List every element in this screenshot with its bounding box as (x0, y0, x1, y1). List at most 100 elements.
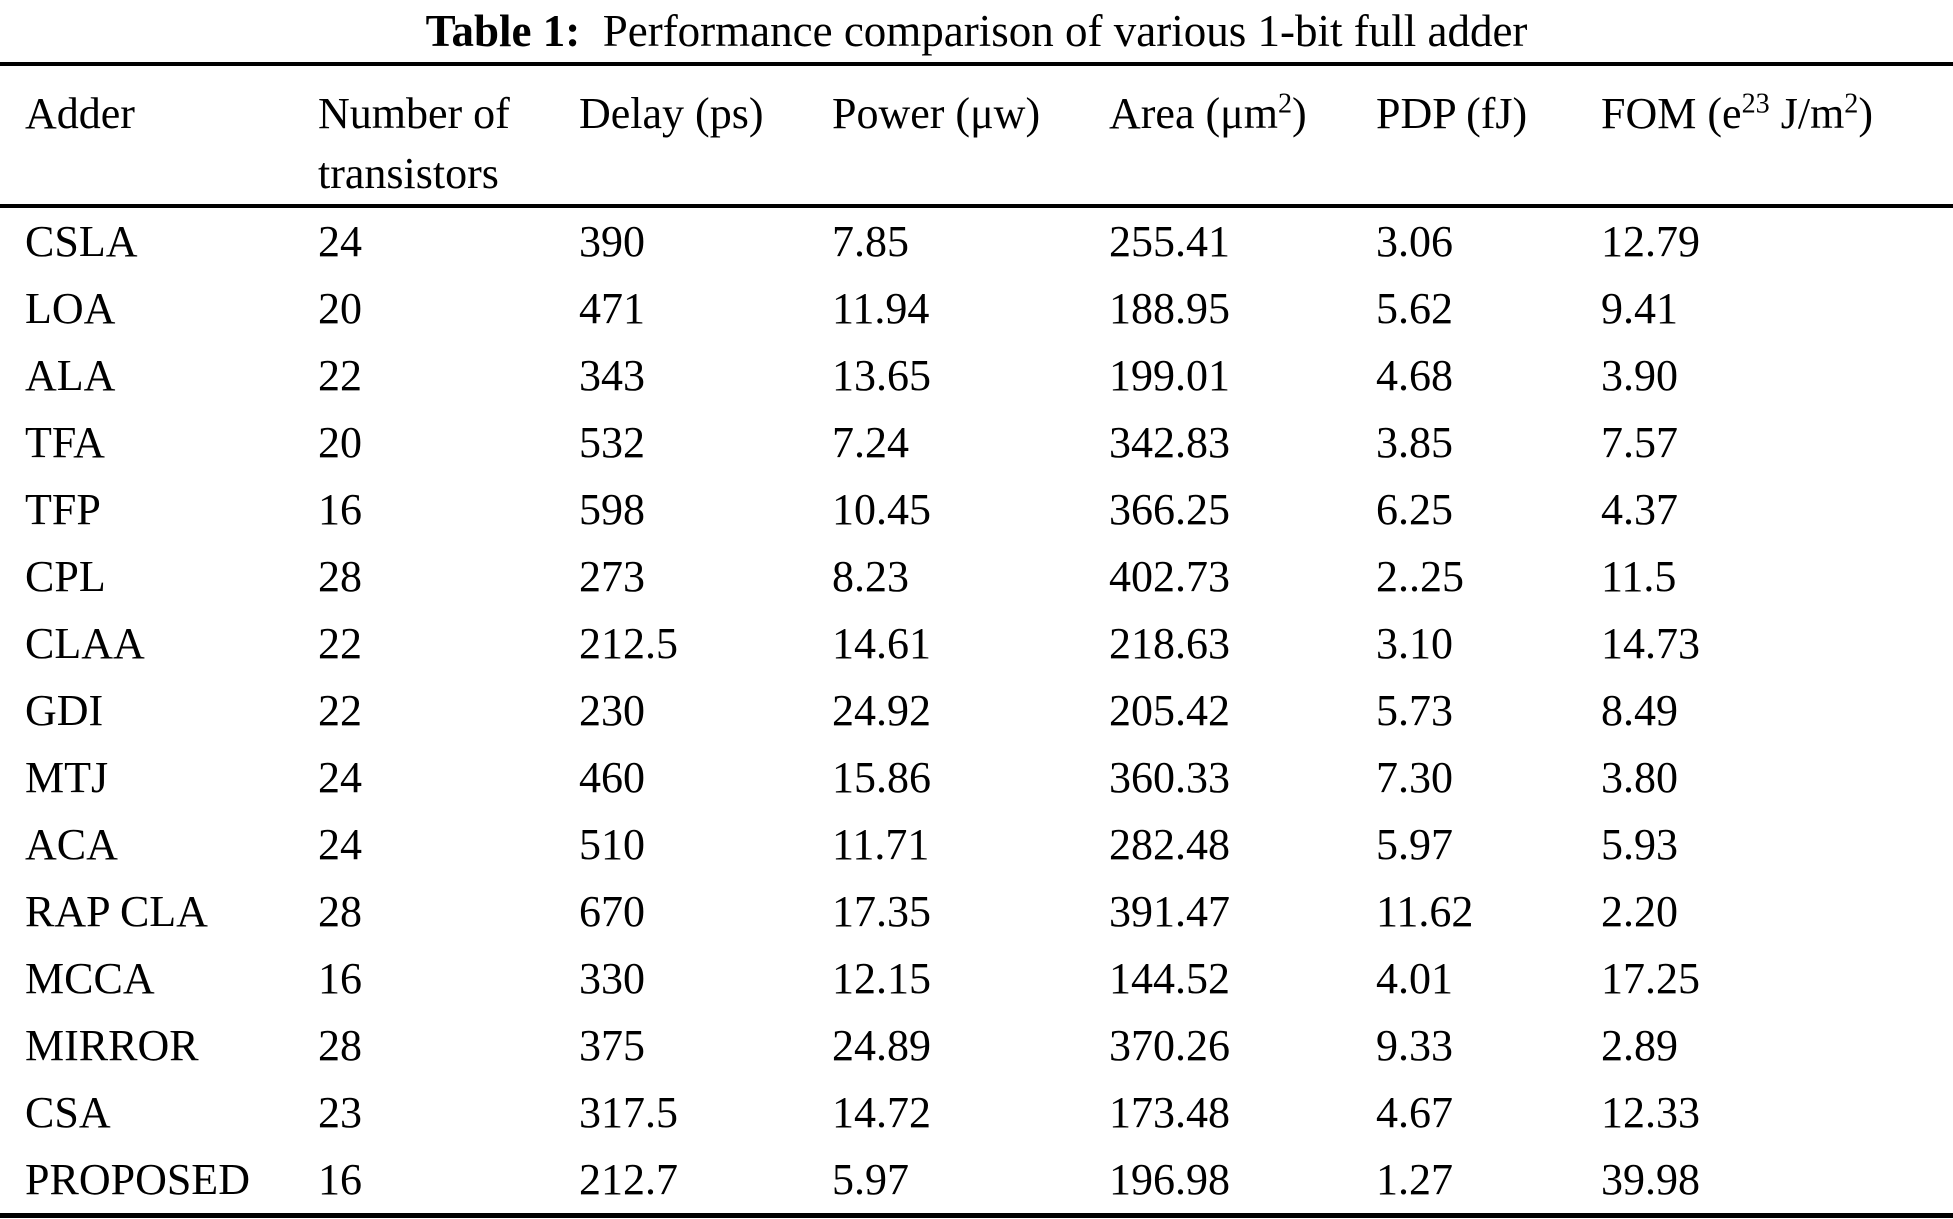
cell-delay: 375 (579, 1020, 645, 1070)
cell-power: 24.92 (832, 685, 931, 735)
cell-power: 10.45 (832, 484, 931, 534)
cell-adder: CLAA (25, 618, 145, 668)
cell-pdp: 7.30 (1376, 752, 1453, 802)
cell-pdp: 4.68 (1376, 350, 1453, 400)
col-header-pdp: PDP (fJ) (1376, 64, 1601, 208)
table-row: MCCA 16 330 12.15 144.52 4.01 17.25 (0, 945, 1953, 1012)
table-row: ALA 22 343 13.65 199.01 4.68 3.90 (0, 342, 1953, 409)
cell-transistors: 28 (318, 551, 362, 601)
col-header-power: Power (μw) (832, 64, 1109, 208)
cell-pdp: 6.25 (1376, 484, 1453, 534)
cell-pdp: 3.10 (1376, 618, 1453, 668)
cell-pdp: 3.06 (1376, 216, 1453, 266)
cell-fom: 9.41 (1601, 283, 1678, 333)
cell-transistors: 24 (318, 216, 362, 266)
cell-area: 144.52 (1109, 953, 1230, 1003)
table-row: CSA 23 317.5 14.72 173.48 4.67 12.33 (0, 1079, 1953, 1146)
cell-adder: CSLA (25, 216, 138, 266)
cell-transistors: 22 (318, 618, 362, 668)
cell-area: 196.98 (1109, 1154, 1230, 1204)
cell-area: 391.47 (1109, 886, 1230, 936)
cell-area: 282.48 (1109, 819, 1230, 869)
col-header-adder: Adder (0, 64, 318, 208)
cell-fom: 11.5 (1601, 551, 1677, 601)
cell-fom: 8.49 (1601, 685, 1678, 735)
cell-area: 402.73 (1109, 551, 1230, 601)
col-header-fom: FOM (e23 J/m2) (1601, 64, 1953, 208)
cell-adder: MTJ (25, 752, 109, 802)
cell-transistors: 23 (318, 1087, 362, 1137)
cell-delay: 510 (579, 819, 645, 869)
cell-adder: ACA (25, 819, 118, 869)
cell-fom: 3.90 (1601, 350, 1678, 400)
cell-transistors: 20 (318, 417, 362, 467)
col-header-delay: Delay (ps) (579, 64, 832, 208)
table-caption-text: Performance comparison of various 1-bit … (580, 6, 1528, 56)
cell-power: 14.72 (832, 1087, 931, 1137)
cell-delay: 670 (579, 886, 645, 936)
cell-transistors: 28 (318, 886, 362, 936)
cell-delay: 390 (579, 216, 645, 266)
cell-delay: 212.5 (579, 618, 678, 668)
cell-area: 255.41 (1109, 216, 1230, 266)
cell-pdp: 4.67 (1376, 1087, 1453, 1137)
cell-fom: 2.89 (1601, 1020, 1678, 1070)
cell-transistors: 28 (318, 1020, 362, 1070)
cell-adder: TFP (25, 484, 101, 534)
col-header-area: Area (μm2) (1109, 64, 1376, 208)
cell-delay: 343 (579, 350, 645, 400)
cell-transistors: 16 (318, 1154, 362, 1204)
cell-power: 15.86 (832, 752, 931, 802)
cell-adder: CSA (25, 1087, 111, 1137)
table-row: RAP CLA 28 670 17.35 391.47 11.62 2.20 (0, 878, 1953, 945)
cell-fom: 39.98 (1601, 1154, 1700, 1204)
cell-fom: 2.20 (1601, 886, 1678, 936)
cell-pdp: 5.73 (1376, 685, 1453, 735)
table-row: TFA 20 532 7.24 342.83 3.85 7.57 (0, 409, 1953, 476)
cell-power: 7.24 (832, 417, 909, 467)
cell-pdp: 4.01 (1376, 953, 1453, 1003)
cell-pdp: 2..25 (1376, 551, 1464, 601)
cell-area: 370.26 (1109, 1020, 1230, 1070)
cell-power: 13.65 (832, 350, 931, 400)
cell-power: 7.85 (832, 216, 909, 266)
cell-power: 8.23 (832, 551, 909, 601)
cell-adder: MCCA (25, 953, 155, 1003)
table-caption: Table 1: Performance comparison of vario… (0, 0, 1953, 62)
cell-transistors: 22 (318, 685, 362, 735)
cell-power: 12.15 (832, 953, 931, 1003)
cell-fom: 7.57 (1601, 417, 1678, 467)
cell-delay: 330 (579, 953, 645, 1003)
cell-power: 17.35 (832, 886, 931, 936)
table-row: MTJ 24 460 15.86 360.33 7.30 3.80 (0, 744, 1953, 811)
cell-area: 199.01 (1109, 350, 1230, 400)
cell-adder: ALA (25, 350, 116, 400)
table-row: TFP 16 598 10.45 366.25 6.25 4.37 (0, 476, 1953, 543)
cell-transistors: 24 (318, 819, 362, 869)
cell-power: 24.89 (832, 1020, 931, 1070)
table-row: GDI 22 230 24.92 205.42 5.73 8.49 (0, 677, 1953, 744)
cell-power: 5.97 (832, 1154, 909, 1204)
cell-adder: CPL (25, 551, 106, 601)
table-row: MIRROR 28 375 24.89 370.26 9.33 2.89 (0, 1012, 1953, 1079)
performance-table: Adder Number of transistors Delay (ps) P… (0, 62, 1953, 1218)
cell-adder: GDI (25, 685, 104, 735)
cell-delay: 273 (579, 551, 645, 601)
table-row: LOA 20 471 11.94 188.95 5.62 9.41 (0, 275, 1953, 342)
cell-fom: 14.73 (1601, 618, 1700, 668)
cell-fom: 17.25 (1601, 953, 1700, 1003)
cell-transistors: 24 (318, 752, 362, 802)
cell-pdp: 11.62 (1376, 886, 1474, 936)
cell-delay: 532 (579, 417, 645, 467)
cell-delay: 471 (579, 283, 645, 333)
table-row: CSLA 24 390 7.85 255.41 3.06 12.79 (0, 206, 1953, 275)
cell-adder: MIRROR (25, 1020, 199, 1070)
cell-pdp: 5.62 (1376, 283, 1453, 333)
cell-area: 366.25 (1109, 484, 1230, 534)
header-row: Adder Number of transistors Delay (ps) P… (0, 64, 1953, 208)
cell-delay: 598 (579, 484, 645, 534)
cell-transistors: 16 (318, 953, 362, 1003)
cell-fom: 5.93 (1601, 819, 1678, 869)
cell-transistors: 22 (318, 350, 362, 400)
